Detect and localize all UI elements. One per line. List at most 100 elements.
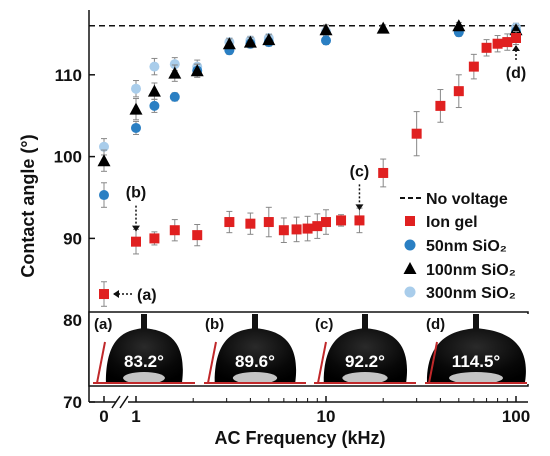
legend: No voltage Ion gel 50nm SiO₂ 100nm SiO₂ … (400, 191, 516, 302)
data-point (509, 23, 523, 36)
legend-label-100nm: 100nm SiO₂ (426, 262, 516, 279)
needle (473, 314, 479, 330)
needle (362, 314, 368, 330)
data-point (502, 37, 513, 48)
data-point (169, 225, 180, 236)
data-point (192, 230, 203, 241)
data-point (149, 61, 160, 72)
y-tick-label: 70 (63, 393, 82, 412)
data-point (435, 100, 446, 111)
data-point (481, 42, 492, 53)
droplet-body (105, 328, 183, 382)
tangent-line (96, 341, 106, 384)
x-tick-label: 10 (317, 407, 336, 426)
data-point (263, 217, 274, 228)
y-tick-label: 80 (63, 311, 82, 330)
annotation-label: (a) (137, 287, 157, 304)
data-point (243, 35, 257, 48)
point-annotations: (a) (b) (c) (d) (113, 44, 526, 304)
annotation-arrowhead (132, 225, 140, 232)
series-100nm-sio- (97, 19, 523, 172)
data-point (278, 225, 289, 236)
series-ion-gel (99, 30, 521, 307)
inset-letter: (b) (205, 316, 224, 333)
droplet-inset-3: (c) 92.2° (312, 314, 418, 384)
y-axis-title: Contact angle (°) (18, 134, 38, 277)
x-tick-label: 1 (131, 407, 140, 426)
droplet-body (426, 328, 526, 382)
axis-break-mark (119, 395, 129, 409)
annotation-arrowhead (512, 44, 520, 51)
annotation-label: (b) (126, 185, 146, 202)
legend-swatch-100nm (403, 262, 417, 274)
data-point (492, 38, 503, 49)
legend-swatch-ion-gel (405, 216, 415, 226)
annotation-label: (d) (506, 65, 526, 82)
legend-swatch-50nm (404, 239, 416, 251)
data-point (319, 23, 333, 36)
needle (252, 314, 258, 330)
needle (141, 314, 147, 330)
x-tick-label: 100 (502, 407, 530, 426)
data-point (169, 91, 180, 102)
tangent-line (428, 341, 438, 384)
data-point (312, 221, 323, 232)
y-tick-label: 90 (63, 229, 82, 248)
data-point (129, 102, 143, 115)
data-point (291, 224, 302, 235)
inset-angle-label: 114.5° (452, 352, 501, 371)
axis-break-mark (111, 395, 121, 409)
droplet-inset-1: (a) 83.2° (91, 314, 197, 384)
droplet-inset-4: (d) 114.5° (423, 314, 529, 384)
inset-angle-label: 83.2° (124, 352, 164, 371)
x-tick-label: 0 (99, 407, 108, 426)
series-50nm-sio- (99, 26, 521, 208)
legend-label-ion-gel: Ion gel (426, 214, 478, 231)
data-point (149, 233, 160, 244)
data-point (131, 236, 141, 247)
data-point (453, 86, 464, 97)
data-point (149, 100, 160, 111)
data-point (468, 61, 479, 72)
base-reflection (232, 372, 278, 384)
droplet-inset-2: (b) 89.6° (202, 314, 308, 384)
tangent-line (317, 341, 327, 384)
data-point (336, 215, 347, 226)
y-tick-label: 110 (55, 66, 82, 85)
legend-swatch-300nm (404, 286, 416, 298)
data-point (131, 122, 141, 133)
data-point (411, 128, 422, 139)
annotation-arrowhead (113, 290, 119, 299)
data-point (97, 154, 111, 167)
annotation-label: (c) (350, 163, 370, 180)
droplet-body (214, 328, 297, 382)
data-point (321, 35, 331, 46)
data-point (190, 64, 204, 77)
data-point (147, 84, 161, 97)
droplet-insets: (a) 83.2° (b) 89.6° (c) 92.2° (d) 114.5° (88, 311, 529, 387)
legend-label-50nm: 50nm SiO₂ (426, 238, 507, 255)
legend-label-300nm: 300nm SiO₂ (426, 285, 516, 302)
legend-label-no-voltage: No voltage (426, 191, 508, 208)
data-point (376, 21, 390, 34)
data-point (222, 37, 236, 50)
data-point (245, 218, 256, 229)
x-ticks: 0 1 10 100 (99, 396, 530, 426)
data-point (262, 33, 276, 46)
data-point (511, 32, 521, 43)
inset-letter: (d) (426, 316, 445, 333)
data-point (99, 190, 109, 201)
data-point (99, 289, 109, 300)
base-reflection (123, 372, 165, 384)
data-point (168, 66, 182, 79)
droplet-body (323, 328, 408, 382)
data-point (321, 217, 331, 228)
data-point (169, 59, 180, 70)
data-point (354, 215, 365, 226)
inset-angle-label: 92.2° (345, 352, 385, 371)
inset-angle-label: 89.6° (235, 352, 275, 371)
plot-area (89, 19, 528, 307)
data-point (99, 141, 109, 152)
tangent-line (207, 341, 217, 384)
